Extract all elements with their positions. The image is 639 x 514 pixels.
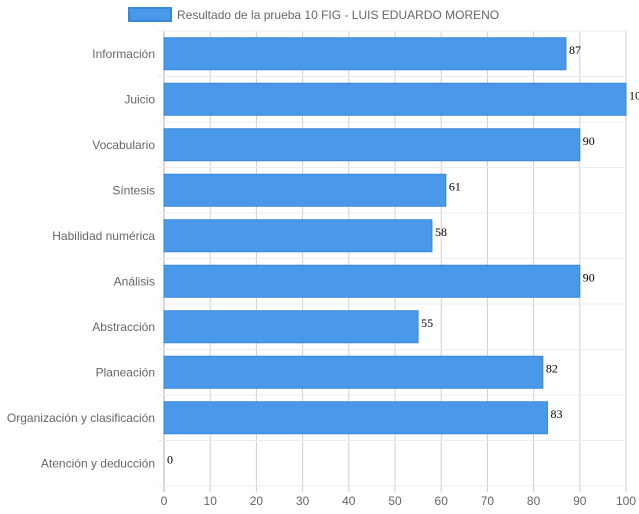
legend[interactable]: Resultado de la prueba 10 FIG - LUIS EDU… bbox=[128, 7, 499, 22]
y-tick-label: Abstracción bbox=[92, 320, 155, 334]
bar bbox=[163, 264, 581, 298]
data-label: 58 bbox=[435, 225, 447, 239]
x-tick-label: 30 bbox=[296, 494, 310, 508]
data-labels: 87 100 90 61 58 90 55 82 83 0 bbox=[167, 43, 639, 467]
legend-swatch bbox=[128, 7, 172, 22]
data-label: 61 bbox=[449, 179, 461, 193]
data-label: 83 bbox=[550, 407, 562, 421]
x-axis-labels: 0 10 20 30 40 50 60 70 80 90 100 bbox=[161, 494, 637, 508]
x-tick-label: 100 bbox=[616, 494, 636, 508]
data-label: 90 bbox=[583, 134, 595, 148]
legend-label: Resultado de la prueba 10 FIG - LUIS EDU… bbox=[177, 8, 499, 22]
y-tick-label: Organización y clasificación bbox=[7, 411, 155, 425]
data-label: 87 bbox=[569, 43, 581, 57]
y-tick-label: Habilidad numérica bbox=[52, 229, 155, 243]
x-tick-label: 70 bbox=[481, 494, 495, 508]
x-tick-label: 0 bbox=[161, 494, 168, 508]
y-tick-label: Atención y deducción bbox=[41, 456, 155, 470]
x-tick-label: 40 bbox=[342, 494, 356, 508]
bar bbox=[163, 310, 419, 344]
data-label: 100 bbox=[629, 88, 639, 102]
bars bbox=[163, 37, 627, 435]
data-label: 82 bbox=[546, 361, 558, 375]
bar bbox=[163, 128, 581, 162]
y-tick-label: Planeación bbox=[96, 365, 155, 379]
x-tick-label: 50 bbox=[388, 494, 402, 508]
data-label: 0 bbox=[167, 452, 173, 466]
bar bbox=[163, 219, 433, 253]
y-tick-label: Información bbox=[92, 47, 155, 61]
x-tick-label: 20 bbox=[250, 494, 264, 508]
bar bbox=[163, 82, 627, 116]
bar bbox=[163, 173, 447, 207]
x-tick-label: 10 bbox=[204, 494, 218, 508]
data-label: 90 bbox=[583, 270, 595, 284]
x-tick-label: 60 bbox=[435, 494, 449, 508]
bar bbox=[163, 37, 567, 71]
y-tick-label: Síntesis bbox=[112, 183, 155, 197]
bar bbox=[163, 401, 548, 435]
y-tick-label: Análisis bbox=[114, 274, 155, 288]
y-axis-labels: Información Juicio Vocabulario Síntesis Habi… bbox=[7, 47, 155, 471]
y-tick-label: Vocabulario bbox=[92, 138, 155, 152]
y-tick-label: Juicio bbox=[124, 92, 155, 106]
x-tick-label: 80 bbox=[527, 494, 541, 508]
x-tick-label: 90 bbox=[573, 494, 587, 508]
bar bbox=[163, 355, 544, 389]
data-label: 55 bbox=[421, 316, 433, 330]
